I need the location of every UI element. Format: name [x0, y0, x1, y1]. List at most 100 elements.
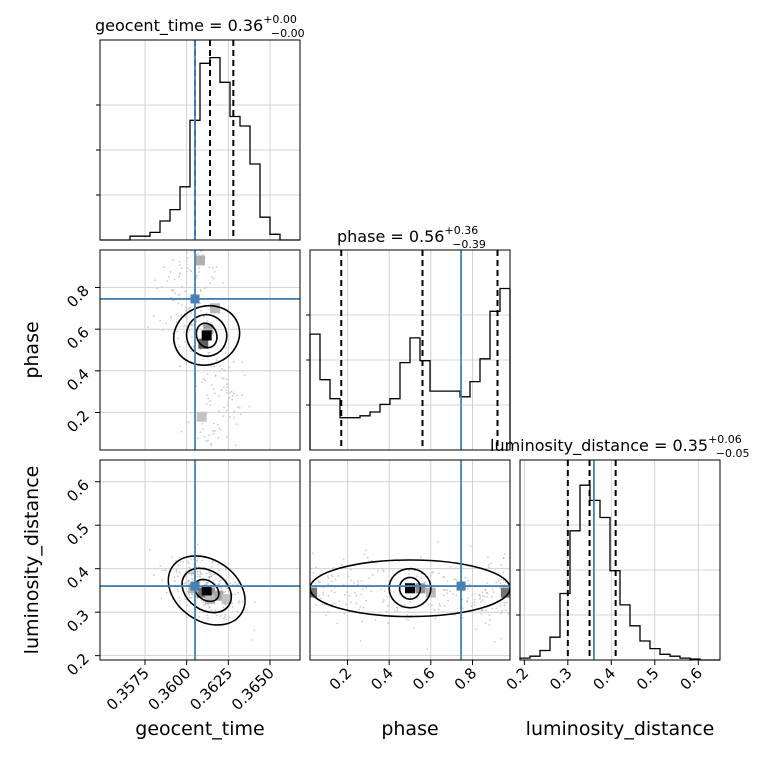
- scatter-point: [466, 601, 468, 603]
- scatter-point: [188, 594, 191, 597]
- scatter-point: [481, 608, 483, 611]
- scatter-point: [208, 575, 211, 578]
- scatter-point: [212, 277, 215, 280]
- scatter-point: [212, 560, 214, 563]
- scatter-point: [198, 566, 200, 568]
- scatter-point: [207, 439, 209, 442]
- scatter-point: [202, 358, 204, 361]
- scatter-point: [223, 386, 225, 389]
- scatter-point: [184, 340, 187, 343]
- scatter-point: [205, 312, 208, 314]
- scatter-point: [348, 595, 351, 597]
- scatter-point: [208, 266, 211, 269]
- scatter-point: [169, 270, 172, 273]
- scatter-point: [464, 576, 467, 579]
- scatter-point: [355, 602, 358, 605]
- scatter-point: [212, 580, 215, 582]
- panel-frame-0-0: [99, 39, 301, 241]
- scatter-point: [210, 444, 213, 447]
- scatter-point: [453, 578, 456, 581]
- scatter-point: [163, 266, 166, 269]
- scatter-point: [199, 348, 202, 351]
- scatter-point: [340, 564, 343, 566]
- scatter-point: [503, 557, 505, 559]
- scatter-point: [420, 556, 422, 558]
- scatter-point: [331, 575, 334, 578]
- scatter-point: [360, 579, 363, 582]
- scatter-point: [170, 556, 173, 558]
- scatter-point: [212, 432, 215, 435]
- scatter-point: [371, 574, 374, 576]
- scatter-point: [366, 556, 369, 559]
- scatter-point: [182, 560, 185, 563]
- scatter-point: [218, 580, 221, 582]
- scatter-point: [190, 574, 193, 576]
- scatter-point: [179, 571, 181, 574]
- scatter-point: [311, 552, 314, 555]
- scatter-point: [434, 617, 437, 620]
- contour-level: [185, 313, 228, 357]
- scatter-point: [183, 324, 186, 327]
- injection-marker: [190, 581, 200, 591]
- scatter-point: [212, 266, 215, 269]
- scatter-point: [228, 366, 231, 369]
- scatter-point: [392, 591, 395, 593]
- scatter-point: [473, 604, 476, 606]
- scatter-point: [177, 294, 180, 297]
- scatter-point: [467, 597, 470, 599]
- panel-frame-2-2: [519, 459, 721, 661]
- scatter-point: [234, 444, 237, 447]
- scatter-point: [241, 361, 244, 364]
- scatter-point: [168, 275, 170, 278]
- scatter-point: [159, 565, 162, 567]
- scatter-point: [202, 601, 205, 603]
- scatter-point: [236, 394, 238, 397]
- scatter-point: [485, 609, 487, 612]
- scatter-point: [370, 590, 373, 593]
- scatter-point: [163, 569, 166, 571]
- scatter-point: [187, 581, 189, 583]
- scatter-point: [180, 313, 183, 316]
- scatter-point: [178, 273, 181, 276]
- scatter-point: [200, 381, 203, 383]
- scatter-point: [171, 289, 174, 292]
- scatter-point: [355, 594, 358, 597]
- scatter-point: [365, 599, 368, 602]
- density-cell: [500, 587, 510, 598]
- scatter-point: [214, 392, 216, 395]
- contour-level: [172, 304, 241, 366]
- scatter-point: [184, 453, 186, 455]
- scatter-point: [219, 365, 221, 368]
- scatter-point: [461, 598, 464, 600]
- scatter-point: [201, 423, 204, 425]
- scatter-point: [467, 579, 469, 582]
- scatter-point: [380, 588, 383, 591]
- scatter-point: [212, 573, 215, 576]
- scatter-point: [219, 579, 222, 582]
- scatter-point: [186, 267, 189, 270]
- scatter-point: [442, 589, 445, 591]
- scatter-point: [481, 599, 484, 602]
- scatter-point: [377, 569, 379, 572]
- scatter-point: [184, 576, 187, 578]
- scatter-point: [358, 608, 361, 611]
- contour-layer: [167, 304, 510, 626]
- scatter-point: [190, 312, 193, 314]
- scatter-point: [483, 595, 486, 598]
- scatter-point: [318, 581, 321, 583]
- scatter-point: [385, 610, 388, 612]
- scatter-point: [225, 383, 228, 385]
- scatter-point: [330, 589, 333, 592]
- scatter-point: [222, 415, 225, 417]
- scatter-point: [206, 583, 208, 586]
- scatter-point: [199, 289, 202, 291]
- scatter-point: [223, 591, 225, 594]
- scatter-point: [497, 580, 500, 582]
- scatter-point: [179, 365, 182, 368]
- scatter-point: [206, 320, 209, 322]
- scatter-point: [439, 604, 442, 607]
- scatter-point: [172, 259, 175, 262]
- scatter-point: [214, 374, 217, 376]
- scatter-point: [237, 583, 240, 585]
- scatter-point: [503, 553, 506, 555]
